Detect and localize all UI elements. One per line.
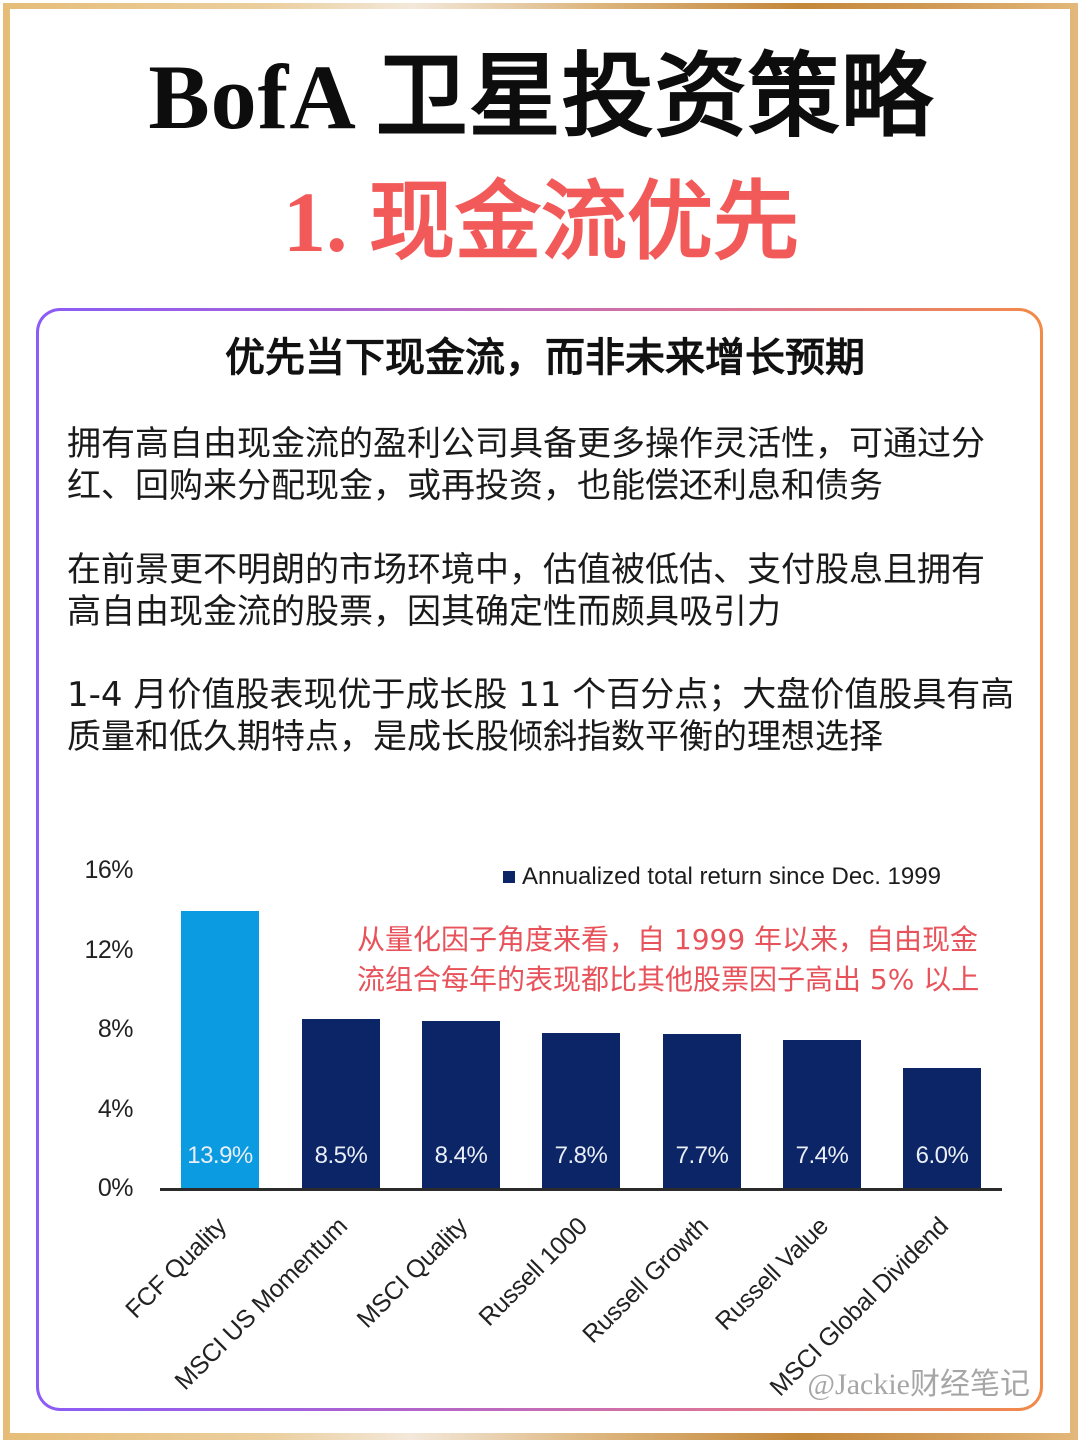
paragraph-line: 1-4 月价值股表现优于成长股 11 个百分点；大盘价值股具有高 [67,675,1015,715]
annotation-line: 流组合每年的表现都比其他股票因子高出 5% 以上 [357,963,980,996]
bar-value-label: 7.7% [675,1142,729,1169]
y-tick-label: 12% [84,936,133,964]
bar-value-label: 13.9% [187,1142,253,1169]
y-tick-label: 16% [84,856,133,884]
card-heading: 优先当下现金流，而非未来增长预期 [225,335,865,380]
y-tick-label: 4% [97,1095,134,1123]
bar-msci-quality: 8.4% [422,1020,500,1188]
x-axis-line [160,1188,1002,1191]
bar-msci-us-momentum: 8.5% [302,1018,380,1188]
paragraph-3: 1-4 月价值股表现优于成长股 11 个百分点；大盘价值股具有高 质量和低久期特… [67,674,1027,758]
bar-value-label: 7.8% [554,1142,608,1169]
legend-swatch-icon [503,871,515,883]
page-title: BofA 卫星投资策略 [148,46,934,148]
paragraph-1: 拥有高自由现金流的盈利公司具备更多操作灵活性，可通过分 红、回购来分配现金，或再… [67,423,1027,507]
y-tick-label: 8% [97,1015,134,1043]
bar-msci-global-dividend: 6.0% [903,1068,981,1188]
paragraph-line: 质量和低久期特点，是成长股倾斜指数平衡的理想选择 [67,717,883,757]
content-card [36,308,1043,1411]
paragraph-line: 拥有高自由现金流的盈利公司具备更多操作灵活性，可通过分 [67,424,985,464]
bar-russell-1000: 7.8% [542,1032,620,1188]
paragraph-line: 在前景更不明朗的市场环境中，估值被低估、支付股息且拥有 [67,550,985,590]
y-tick-label: 0% [97,1174,134,1202]
paragraph-line: 红、回购来分配现金，或再投资，也能偿还利息和债务 [67,466,883,506]
watermark: @Jackie财经笔记 [807,1368,1030,1401]
chart-annotation: 从量化因子角度来看，自 1999 年以来，自由现金 流组合每年的表现都比其他股票… [357,920,979,1000]
bar-russell-value: 7.4% [783,1040,861,1188]
bar-value-label: 6.0% [915,1142,969,1169]
bar-value-label: 8.4% [434,1142,488,1169]
plot-area: 13.9% 8.5% 8.4% 7.8% 7.7% 7.4% 6.0% [160,870,1002,1191]
paragraph-2: 在前景更不明朗的市场环境中，估值被低估、支付股息且拥有 高自由现金流的股票，因其… [67,549,1027,633]
bar-fcf-quality: 13.9% [181,910,259,1188]
bar-value-label: 7.4% [795,1142,849,1169]
content-card-body [39,311,1040,1408]
page-subtitle: 1. 现金流优先 [283,174,799,270]
bar-russell-growth: 7.7% [663,1034,741,1188]
paragraph-line: 高自由现金流的股票，因其确定性而颇具吸引力 [67,592,781,632]
legend-label: Annualized total return since Dec. 1999 [522,863,941,890]
bar-value-label: 8.5% [314,1142,368,1169]
annotation-line: 从量化因子角度来看，自 1999 年以来，自由现金 [357,923,979,956]
